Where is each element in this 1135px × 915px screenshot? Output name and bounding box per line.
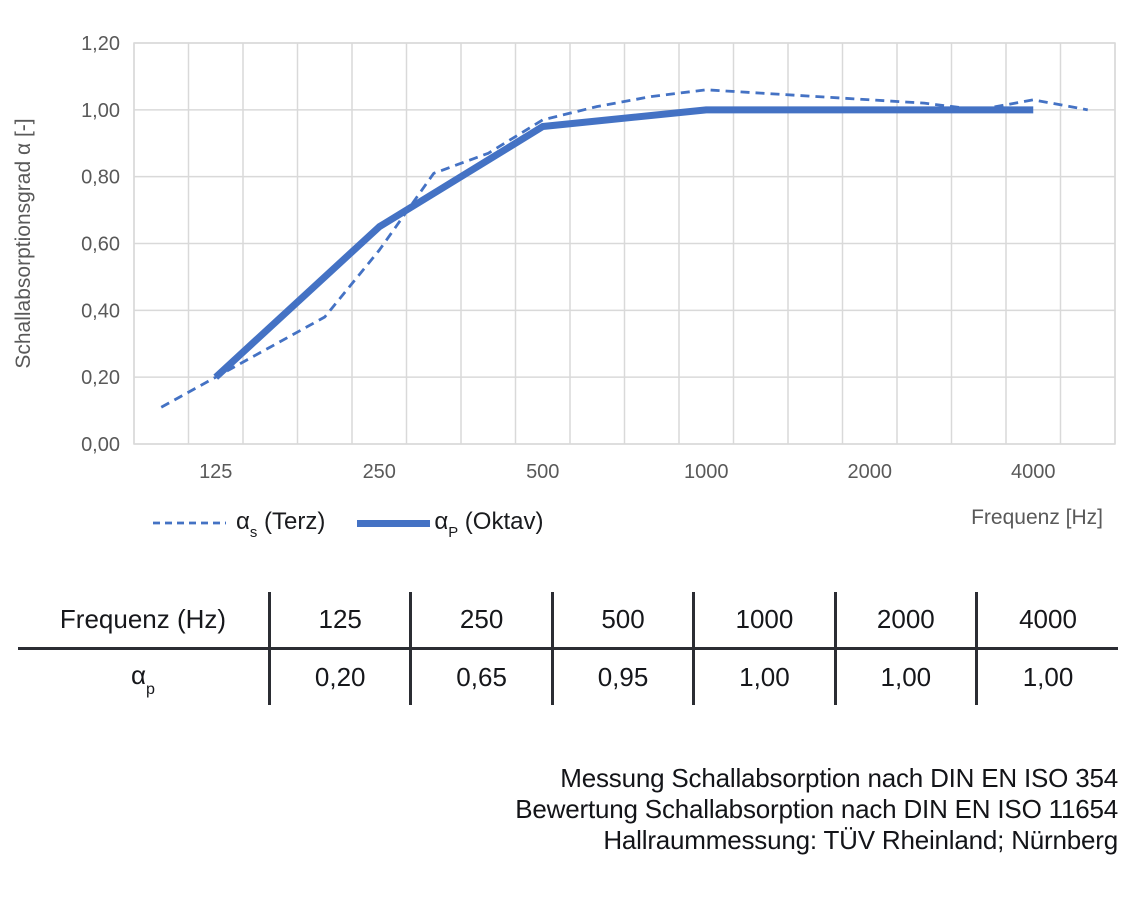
legend-alpha-s-subscript: s [249,524,258,541]
x-axis-tick-label: 250 [363,461,396,483]
plot-area-border [133,42,1116,445]
table-value-1000: 1,00 [693,648,837,705]
table-header-row: Frequenz (Hz) 125 250 500 1000 2000 4000 [18,592,1118,650]
alpha-p-subscript: p [146,680,155,699]
table-value-250: 0,65 [410,648,554,705]
legend-label-alpha-s-terz: αs (Terz) [236,508,326,541]
chart-legend: αs (Terz) αP (Oktav) [153,508,544,541]
table-header-250: 250 [410,592,554,650]
table-header-125: 125 [269,592,413,650]
table-value-500: 0,95 [552,648,696,705]
series-alpha-p-oktav-line [213,106,1034,380]
dashed-line-glyph [153,521,226,525]
table-header-500: 500 [552,592,696,650]
y-axis-tick-label: 0,40 [81,300,120,322]
table-value-2000: 1,00 [835,648,979,705]
footer-line-lab: Hallraummessung: TÜV Rheinland; Nürnberg [603,825,1118,855]
certification-text-block: Messung Schallabsorption nach DIN EN ISO… [515,763,1118,856]
y-axis-tick-label: 0,60 [81,234,120,256]
x-axis-tick-label: 500 [526,461,559,483]
footer-line-evaluation: Bewertung Schallabsorption nach DIN EN I… [515,794,1118,824]
table-value-4000: 1,00 [1022,662,1074,692]
y-axis-tick-label: 0,80 [81,167,120,189]
table-value-row: αp 0,20 0,65 0,95 1,00 1,00 1,00 [18,648,1118,705]
legend-alpha-s-symbol: α [236,508,250,535]
legend-alpha-p-subscript: P [448,524,459,541]
table-header-4000: 4000 [976,592,1118,650]
legend-alpha-p-symbol: α [434,508,449,535]
y-axis-title: Schallabsorptionsgrad α [-] [12,118,35,368]
y-axis-tick-label: 0,00 [81,434,120,456]
table-header-1000: 1000 [693,592,837,650]
alpha-p-symbol: α [131,659,147,690]
legend-alpha-s-text: (Terz) [257,508,326,535]
x-axis-tick-label: 1000 [684,461,729,483]
table-row-label-alpha-p: αp [18,648,271,705]
x-axis-tick-label: 4000 [1011,461,1056,483]
absorption-chart: 0,00 0,20 0,40 0,60 0,80 1,00 1,20 125 250 500 100… [12,33,1116,529]
x-axis-tick-label: 2000 [848,461,893,483]
table-value-125: 0,20 [269,648,413,705]
series-alpha-s-terz-line [160,88,1089,409]
legend-alpha-p-text: (Oktav) [458,508,544,535]
x-axis-title: Frequenz [Hz] [971,506,1103,529]
y-axis-tick-label: 1,20 [81,33,120,55]
absorption-values-table: Frequenz (Hz) 125 250 500 1000 2000 4000… [18,592,1118,705]
y-axis-tick-label: 0,20 [81,367,120,389]
legend-dashed-line-sample [153,519,226,527]
table-header-frequency: Frequenz (Hz) [18,592,271,650]
footer-line-measurement: Messung Schallabsorption nach DIN EN ISO… [560,763,1118,793]
legend-solid-line-sample [357,519,431,527]
x-axis-tick-label: 125 [199,461,232,483]
legend-label-alpha-p-oktav: αP (Oktav) [434,508,544,541]
y-axis-tick-label: 1,00 [81,100,120,122]
table-header-2000: 2000 [835,592,979,650]
